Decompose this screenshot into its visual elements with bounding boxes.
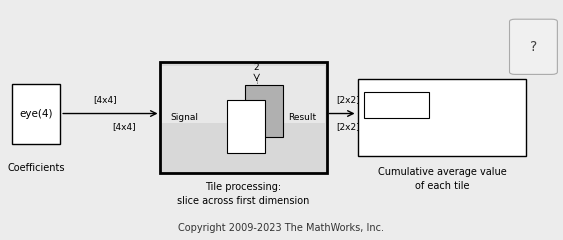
Text: Cumulative average value
of each tile: Cumulative average value of each tile xyxy=(378,167,506,191)
Text: [4x4]: [4x4] xyxy=(113,122,136,132)
Text: [2x2]: [2x2] xyxy=(337,96,360,104)
Text: Tile processing:
slice across first dimension: Tile processing: slice across first dime… xyxy=(177,182,310,206)
Text: Coefficients: Coefficients xyxy=(7,163,65,173)
FancyBboxPatch shape xyxy=(358,79,526,156)
FancyBboxPatch shape xyxy=(364,92,429,118)
Text: Copyright 2009-2023 The MathWorks, Inc.: Copyright 2009-2023 The MathWorks, Inc. xyxy=(178,223,385,233)
FancyBboxPatch shape xyxy=(162,66,325,123)
FancyBboxPatch shape xyxy=(510,19,557,74)
Text: 2: 2 xyxy=(254,63,260,72)
FancyBboxPatch shape xyxy=(245,84,284,137)
Text: [4x4]: [4x4] xyxy=(93,96,117,104)
Text: ?: ? xyxy=(530,40,537,54)
Text: eye(4): eye(4) xyxy=(20,109,53,119)
Text: Signal: Signal xyxy=(171,113,199,122)
FancyBboxPatch shape xyxy=(226,100,265,153)
FancyBboxPatch shape xyxy=(12,84,60,144)
Text: [2x2]: [2x2] xyxy=(337,122,360,132)
FancyBboxPatch shape xyxy=(160,62,327,173)
Text: Result: Result xyxy=(288,113,316,122)
